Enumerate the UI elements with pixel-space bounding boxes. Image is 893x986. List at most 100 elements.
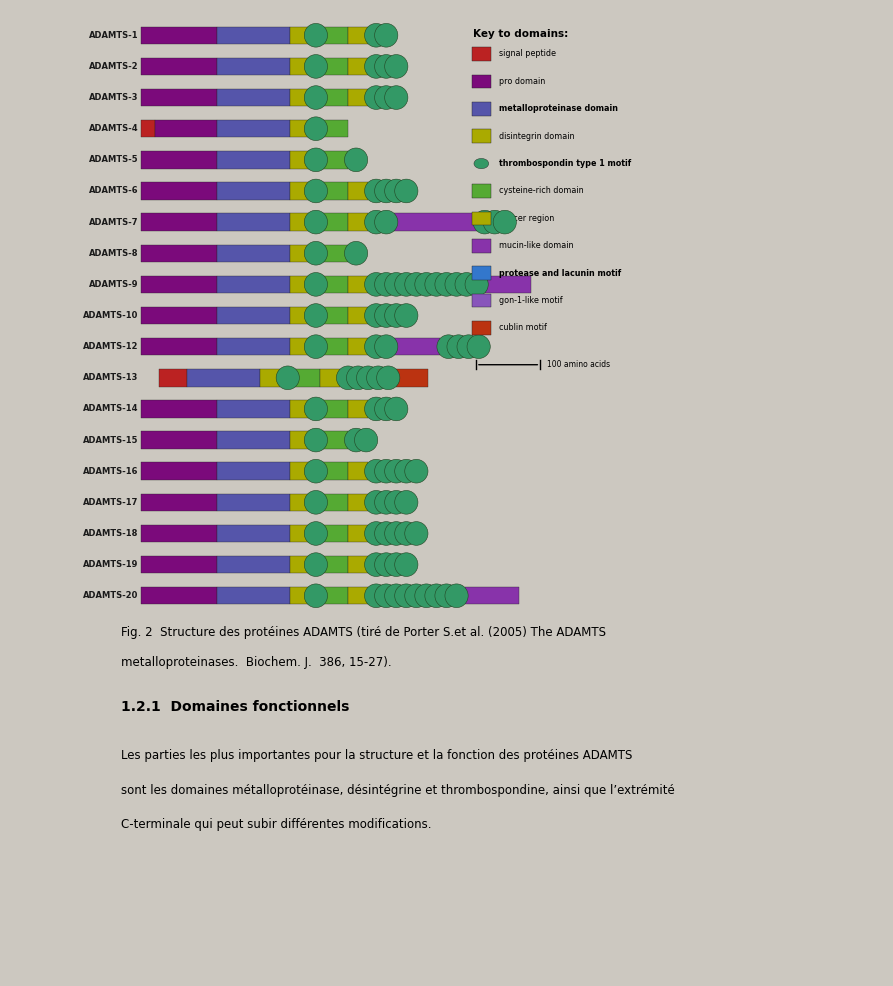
Text: signal peptide: signal peptide [499, 49, 556, 58]
Bar [322, 556, 348, 573]
Bar [218, 120, 289, 137]
Bar [141, 245, 218, 262]
Ellipse shape [405, 459, 428, 483]
Ellipse shape [447, 335, 471, 359]
Bar [289, 151, 310, 169]
Bar [322, 400, 348, 418]
Ellipse shape [305, 428, 328, 452]
Ellipse shape [364, 272, 388, 296]
Bar [348, 182, 368, 200]
Ellipse shape [346, 366, 370, 389]
Ellipse shape [345, 428, 368, 452]
Ellipse shape [345, 148, 368, 172]
Bar [218, 400, 289, 418]
Bar [289, 58, 310, 75]
Bar [294, 369, 320, 387]
Ellipse shape [385, 459, 408, 483]
Ellipse shape [445, 584, 468, 607]
Text: ADAMTS-17: ADAMTS-17 [83, 498, 138, 507]
Ellipse shape [364, 522, 388, 545]
Ellipse shape [305, 148, 328, 172]
Text: sont les domaines métalloprotéinase, désintégrine et thrombospondine, ainsi que : sont les domaines métalloprotéinase, dés… [121, 784, 674, 797]
Ellipse shape [364, 304, 388, 327]
Bar [141, 431, 218, 449]
Bar [322, 462, 348, 480]
Ellipse shape [374, 54, 397, 78]
Ellipse shape [395, 304, 418, 327]
Bar [322, 307, 348, 324]
Ellipse shape [374, 210, 397, 234]
Text: ADAMTS-3: ADAMTS-3 [89, 93, 138, 103]
Ellipse shape [473, 210, 497, 234]
Bar [159, 369, 188, 387]
Bar [141, 58, 218, 75]
Bar [322, 89, 348, 106]
Bar [485, 276, 530, 293]
Text: ADAMTS-20: ADAMTS-20 [83, 592, 138, 600]
Ellipse shape [374, 24, 397, 47]
Text: ADAMTS-7: ADAMTS-7 [89, 218, 138, 227]
Bar [141, 525, 218, 542]
Bar [464, 587, 519, 604]
Ellipse shape [455, 272, 479, 296]
Ellipse shape [305, 179, 328, 203]
Ellipse shape [374, 179, 397, 203]
Ellipse shape [374, 86, 397, 109]
Bar [348, 525, 368, 542]
Ellipse shape [305, 210, 328, 234]
Bar [218, 89, 289, 106]
Ellipse shape [374, 522, 397, 545]
Bar [322, 213, 348, 231]
Bar [320, 369, 340, 387]
Bar [472, 75, 491, 88]
Bar [322, 151, 348, 169]
Bar [472, 184, 491, 198]
Bar [141, 494, 218, 511]
Text: cublin motif: cublin motif [499, 323, 547, 332]
Ellipse shape [457, 335, 480, 359]
Text: thrombospondin type 1 motif: thrombospondin type 1 motif [499, 159, 631, 168]
Ellipse shape [385, 54, 408, 78]
Ellipse shape [435, 272, 458, 296]
Ellipse shape [445, 272, 468, 296]
Ellipse shape [385, 584, 408, 607]
Bar [348, 494, 368, 511]
Bar [472, 239, 491, 252]
Ellipse shape [364, 553, 388, 577]
Ellipse shape [305, 117, 328, 141]
Bar [141, 400, 218, 418]
Bar [289, 462, 310, 480]
Ellipse shape [467, 335, 490, 359]
Ellipse shape [377, 366, 400, 389]
Ellipse shape [395, 179, 418, 203]
Text: cysteine-rich domain: cysteine-rich domain [499, 186, 584, 195]
Text: gon-1-like motif: gon-1-like motif [499, 296, 563, 305]
Bar [348, 27, 368, 44]
Ellipse shape [305, 335, 328, 359]
Bar [289, 494, 310, 511]
Bar [289, 338, 310, 355]
Ellipse shape [364, 179, 388, 203]
Ellipse shape [395, 553, 418, 577]
Ellipse shape [385, 304, 408, 327]
Bar [260, 369, 280, 387]
Bar [289, 182, 310, 200]
Bar [218, 151, 289, 169]
Text: 1.2.1  Domaines fonctionnels: 1.2.1 Domaines fonctionnels [121, 700, 349, 714]
Bar [348, 307, 368, 324]
Bar [218, 338, 289, 355]
Bar [348, 400, 368, 418]
Bar [218, 307, 289, 324]
Bar [218, 182, 289, 200]
Ellipse shape [405, 584, 428, 607]
Bar [472, 129, 491, 143]
Ellipse shape [364, 459, 388, 483]
Bar [348, 213, 368, 231]
Ellipse shape [483, 210, 506, 234]
Text: ADAMTS-18: ADAMTS-18 [83, 528, 138, 538]
Ellipse shape [364, 490, 388, 514]
Bar [348, 587, 368, 604]
Ellipse shape [305, 54, 328, 78]
Text: ADAMTS-13: ADAMTS-13 [83, 374, 138, 383]
Bar [141, 151, 218, 169]
